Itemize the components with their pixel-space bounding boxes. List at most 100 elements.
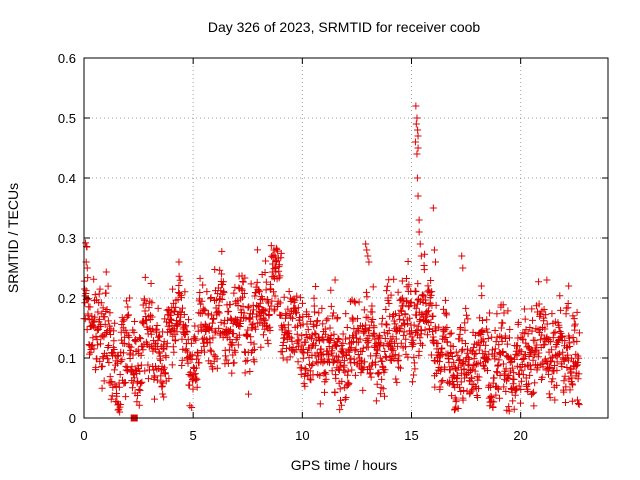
data-point <box>194 352 202 360</box>
data-point <box>344 367 352 375</box>
data-point <box>276 272 284 280</box>
data-point <box>169 285 177 293</box>
data-point <box>461 319 469 327</box>
data-point <box>505 334 513 342</box>
data-point <box>178 335 186 343</box>
data-point <box>547 338 555 346</box>
data-point <box>345 379 353 387</box>
data-point <box>226 326 234 334</box>
data-point <box>344 371 352 379</box>
data-point <box>372 361 380 369</box>
data-point <box>493 310 501 318</box>
data-point <box>406 314 414 322</box>
data-point <box>106 373 114 381</box>
data-point <box>198 347 206 355</box>
data-point <box>432 327 440 335</box>
data-point <box>477 328 485 336</box>
data-point <box>257 343 265 351</box>
data-point <box>285 287 293 295</box>
data-point <box>170 307 178 315</box>
data-point <box>377 390 385 398</box>
data-point <box>218 290 226 298</box>
data-point <box>362 321 370 329</box>
data-point <box>564 356 572 364</box>
data-point <box>363 293 371 301</box>
data-point <box>104 282 112 290</box>
data-point <box>192 364 200 372</box>
data-point <box>186 402 194 410</box>
data-point <box>328 367 336 375</box>
data-point <box>395 312 403 320</box>
data-point <box>303 320 311 328</box>
data-point <box>90 275 98 283</box>
data-point <box>429 312 437 320</box>
data-point <box>176 290 184 298</box>
data-point <box>99 353 107 361</box>
data-point <box>558 363 566 371</box>
data-point <box>157 356 165 364</box>
data-point <box>448 353 456 361</box>
data-point <box>220 320 228 328</box>
data-point <box>307 335 315 343</box>
data-point <box>434 339 442 347</box>
data-point <box>339 339 347 347</box>
data-point <box>348 366 356 374</box>
data-point <box>104 317 112 325</box>
data-point <box>106 330 114 338</box>
data-point <box>560 388 568 396</box>
data-point <box>116 370 124 378</box>
data-point <box>132 338 140 346</box>
data-point <box>448 392 456 400</box>
data-point <box>548 378 556 386</box>
data-point <box>425 307 433 315</box>
data-point <box>200 307 208 315</box>
data-point <box>230 289 238 297</box>
data-point <box>525 380 533 388</box>
data-point <box>327 286 335 294</box>
data-point <box>198 297 206 305</box>
data-point <box>164 322 172 330</box>
data-point <box>569 333 577 341</box>
data-point <box>543 320 551 328</box>
data-point <box>471 361 479 369</box>
data-point <box>113 352 121 360</box>
data-point <box>564 351 572 359</box>
data-point <box>542 311 550 319</box>
data-point <box>330 330 338 338</box>
data-point <box>97 340 105 348</box>
data-point <box>560 357 568 365</box>
data-point <box>482 341 490 349</box>
data-point <box>98 362 106 370</box>
data-point <box>547 357 555 365</box>
data-point <box>83 243 91 251</box>
y-tick-label: 0.4 <box>58 171 76 186</box>
data-point <box>183 327 191 335</box>
data-point <box>421 250 429 258</box>
data-point <box>155 348 163 356</box>
data-point <box>259 331 267 339</box>
data-point <box>92 363 100 371</box>
data-point <box>225 307 233 315</box>
data-point <box>447 329 455 337</box>
data-point <box>287 334 295 342</box>
data-point <box>138 378 146 386</box>
data-point <box>94 341 102 349</box>
data-point <box>147 279 155 287</box>
data-point <box>338 353 346 361</box>
data-point <box>118 321 126 329</box>
data-point <box>279 342 287 350</box>
data-point <box>362 288 370 296</box>
data-point <box>245 303 253 311</box>
data-point <box>432 301 440 309</box>
data-point <box>173 328 181 336</box>
data-point <box>417 327 425 335</box>
data-point <box>414 132 422 140</box>
data-point <box>396 364 404 372</box>
data-point <box>116 400 124 408</box>
data-point <box>89 334 97 342</box>
data-point <box>453 375 461 383</box>
data-point <box>489 403 497 411</box>
data-point <box>244 326 252 334</box>
data-point <box>529 389 537 397</box>
data-point <box>191 333 199 341</box>
